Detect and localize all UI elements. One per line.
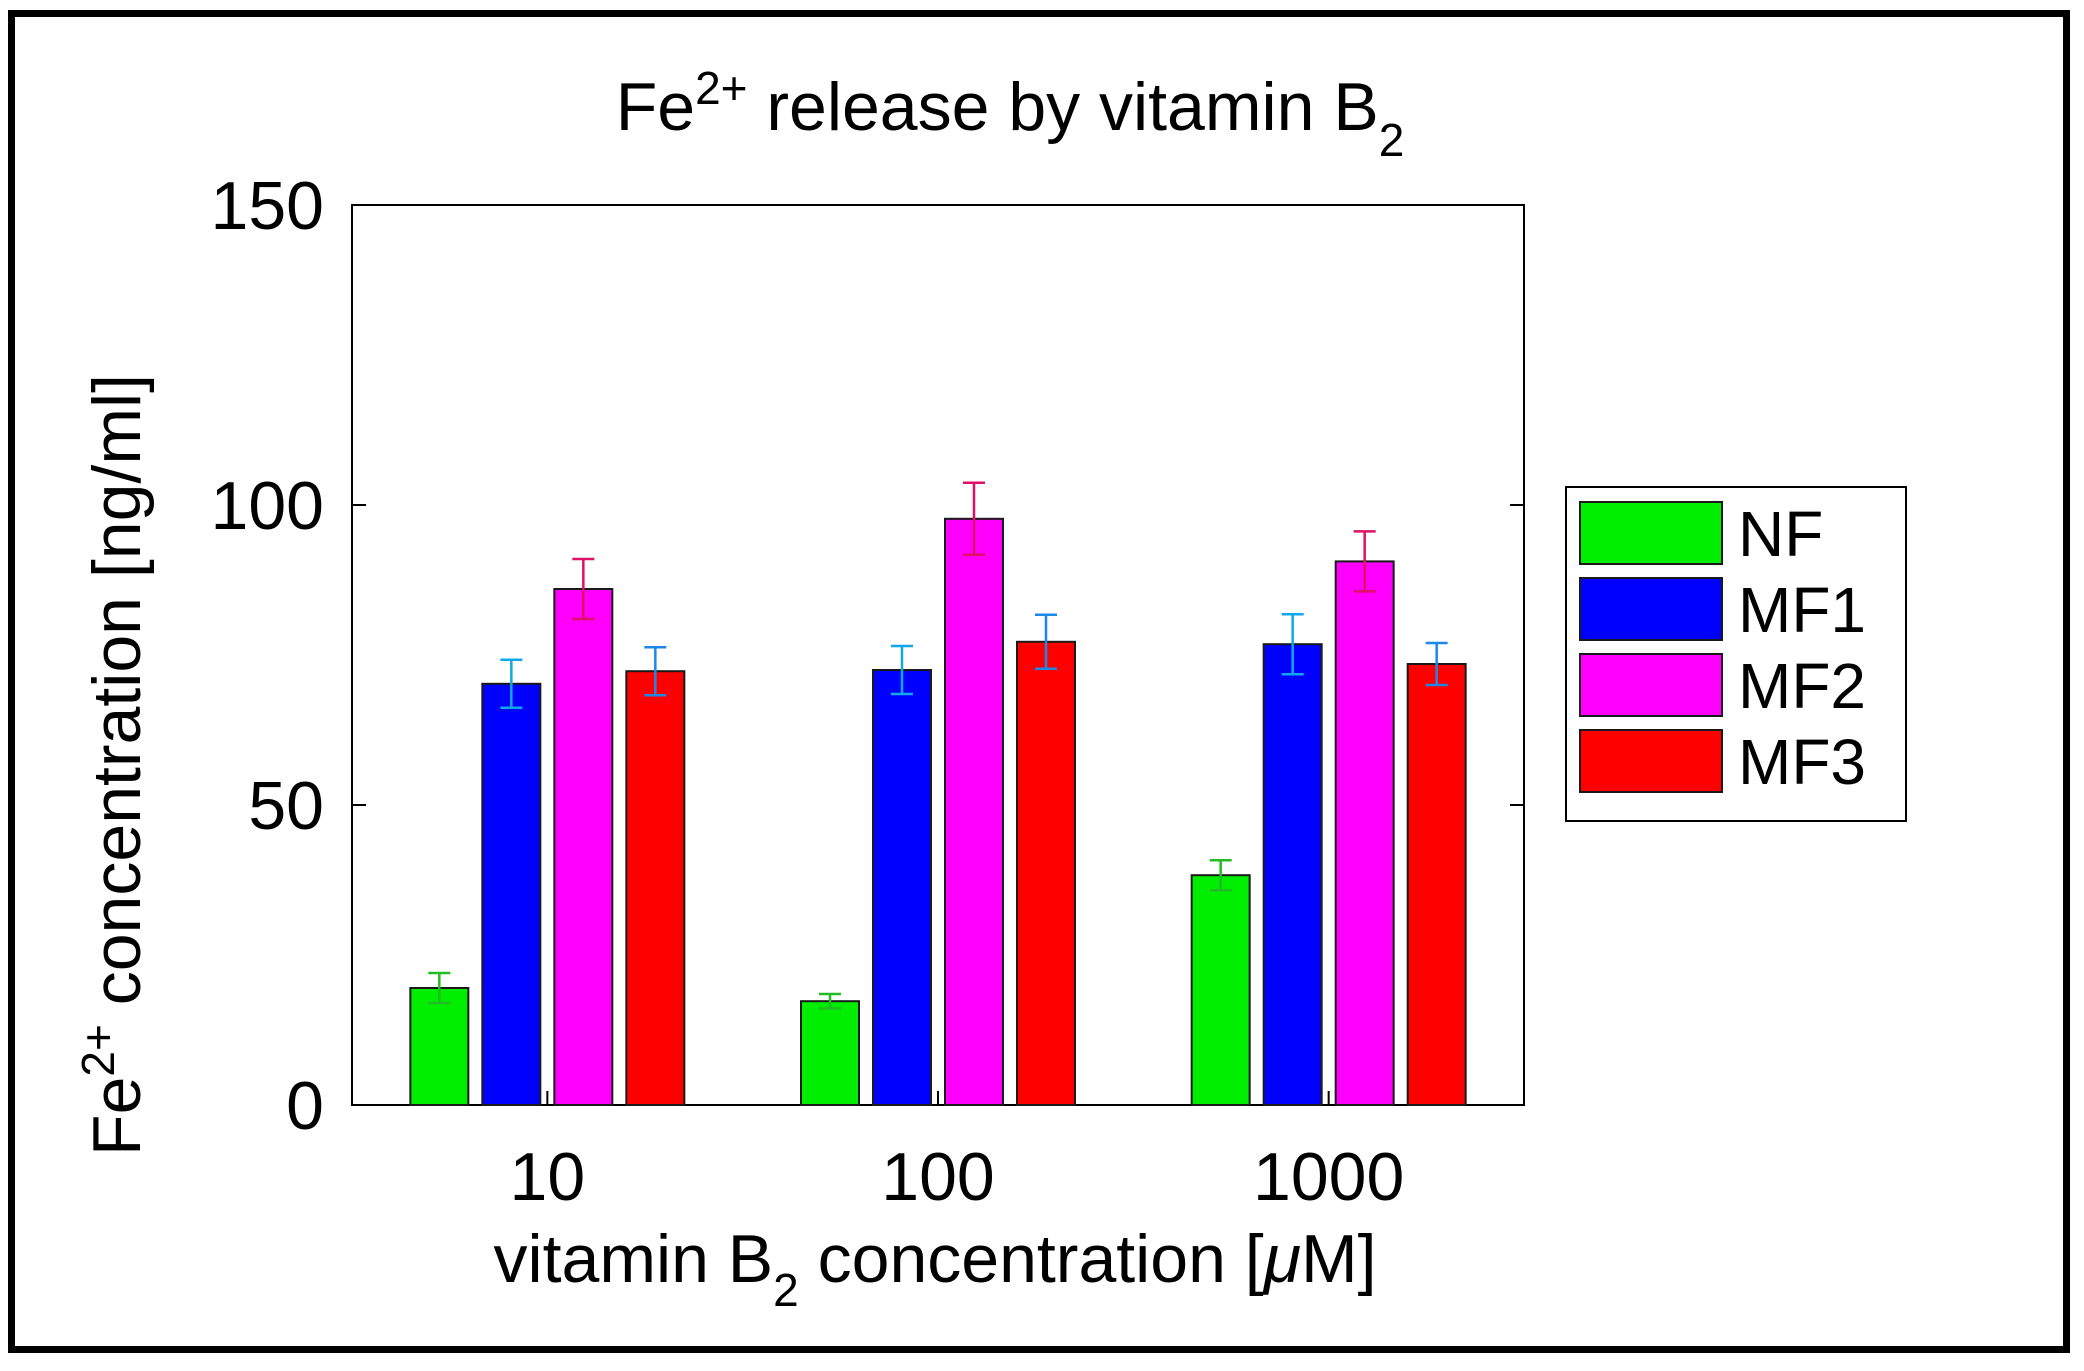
bar-nf-10: [409, 987, 470, 1106]
x-tick-label: 100: [881, 1139, 994, 1215]
legend-swatch-mf3: [1579, 729, 1723, 793]
bar-mf2-10: [553, 588, 614, 1106]
y-axis-label: Fe2+ concentration [ng/ml]: [72, 374, 155, 1156]
bar-mf3-10: [625, 670, 686, 1106]
chart-title: Fe2+ release by vitamin B2: [616, 62, 1405, 166]
y-tick-label: 100: [211, 468, 324, 544]
bar-mf1-1000: [1262, 643, 1323, 1106]
legend-swatch-mf1: [1579, 577, 1723, 641]
x-tick-label: 1000: [1253, 1139, 1404, 1215]
legend-label-mf1: MF1: [1738, 574, 1866, 646]
x-axis-label: vitamin B2 concentration [μM]: [494, 1221, 1377, 1316]
x-axis-ticks: 10 100 1000: [510, 1091, 1404, 1215]
x-tick-label: 10: [510, 1139, 586, 1215]
bar-mf3-100: [1016, 640, 1076, 1106]
legend-label-mf3: MF3: [1738, 726, 1866, 798]
legend-swatch-mf2: [1579, 653, 1723, 717]
legend-label-nf: NF: [1738, 498, 1823, 570]
y-tick-label: 50: [248, 768, 324, 844]
bar-mf2-1000: [1334, 560, 1395, 1106]
y-tick-label: 150: [211, 168, 324, 244]
plot-area: [351, 204, 1525, 1106]
y-tick-label: 0: [286, 1068, 324, 1144]
bar-mf1-10: [481, 682, 542, 1106]
legend-label-mf2: MF2: [1738, 650, 1866, 722]
bar-nf-100: [800, 1000, 860, 1107]
y-axis-ticks: 0 50 100 150: [211, 168, 1524, 1144]
bar-mf3-1000: [1406, 663, 1467, 1106]
legend-swatch-nf: [1579, 501, 1723, 565]
bar-nf-1000: [1190, 874, 1251, 1107]
bar-mf2-100: [944, 517, 1004, 1106]
bar-mf1-100: [872, 669, 932, 1106]
error-bars-group: [428, 481, 1448, 1010]
